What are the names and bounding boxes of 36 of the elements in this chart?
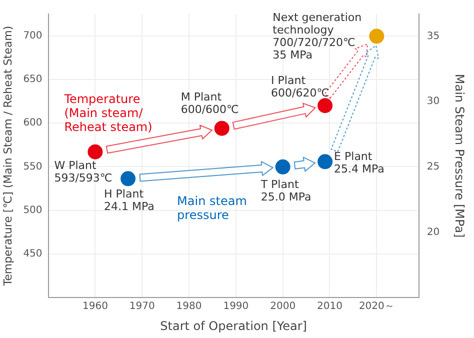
y2-tick-label: 25: [426, 162, 440, 173]
x-tick-label: 1960: [82, 301, 108, 312]
x-tick-label: 2020～: [358, 301, 394, 312]
point: [318, 154, 333, 170]
point: [214, 120, 230, 136]
x-tick-label: 2000: [270, 301, 296, 312]
annotation: I Plant 600/620℃: [271, 74, 330, 100]
point: [120, 171, 136, 186]
x-tick-label: 1970: [129, 301, 155, 312]
y-tick-label: 550: [23, 161, 42, 172]
y2-tick-label: 35: [426, 30, 440, 42]
x-axis-title: Start of Operation [Year]: [160, 318, 307, 333]
y-axis-title: Temperature [℃] (Main Steam / Reheat Steam): [1, 26, 14, 287]
point: [369, 28, 384, 44]
annotation: Next generation technology 700/720/720℃ 35 MPa: [272, 11, 362, 62]
y-tick-label: 700: [23, 30, 42, 42]
y-tick-label: 600: [23, 118, 42, 129]
y2-axis-title: Main Steam Pressure [MPa]: [452, 74, 467, 238]
point: [275, 159, 290, 174]
x-tick-label: 1990: [223, 301, 249, 312]
y-tick-label: 650: [23, 74, 42, 86]
annotation: E Plant 25.4 MPa: [334, 150, 384, 176]
annotation: T Plant 25.0 MPa: [260, 178, 312, 204]
y2-tick-label: 20: [426, 226, 440, 238]
text: Main steam pressure: [177, 194, 247, 222]
y-tick-label: 450: [23, 248, 42, 260]
annotation: M Plant 600/600℃: [180, 90, 239, 116]
annotation: W Plant 593/593℃: [54, 159, 112, 185]
y-tick-label: 500: [23, 204, 42, 216]
point: [318, 98, 333, 114]
y2-tick-label: 30: [426, 96, 440, 108]
text: Temperature (Main steam/ Reheat steam): [63, 92, 152, 134]
point: [88, 144, 103, 160]
x-tick-label: 2010: [317, 301, 342, 312]
x-tick-label: 1980: [176, 301, 202, 312]
annotation: H Plant 24.1 MPa: [104, 187, 154, 213]
